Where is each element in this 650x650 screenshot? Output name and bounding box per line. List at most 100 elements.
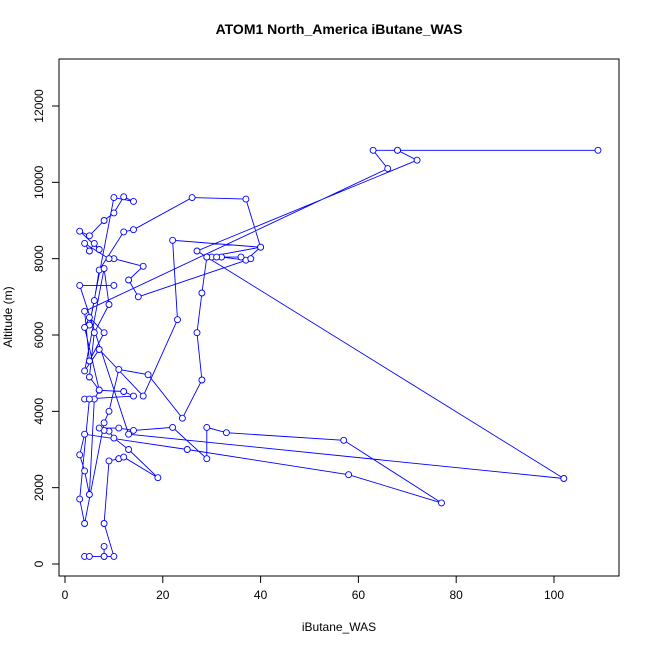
data-point [100, 217, 108, 224]
data-point [125, 430, 133, 438]
data-point [213, 253, 221, 261]
data-point [174, 316, 181, 324]
data-point [81, 323, 89, 331]
data-point [100, 265, 108, 273]
data-point [130, 392, 137, 400]
data-point [105, 407, 113, 415]
data-point [193, 329, 201, 337]
data-point [203, 423, 211, 431]
x-tick-label: 80 [450, 588, 464, 602]
data-point [115, 365, 123, 373]
data-point [81, 239, 89, 247]
data-point [125, 446, 133, 453]
data-point [90, 329, 98, 337]
data-point [203, 455, 211, 463]
y-tick-label: 12000 [32, 89, 46, 123]
data-point [76, 451, 84, 459]
data-point [257, 243, 265, 251]
y-tick-label: 8000 [32, 245, 46, 272]
data-point [81, 520, 89, 527]
data-point [369, 146, 377, 154]
data-point [95, 386, 103, 394]
data-point [100, 542, 108, 550]
data-point [85, 552, 93, 560]
data-point [110, 281, 118, 289]
data-point [95, 246, 103, 253]
data-point [169, 236, 177, 244]
data-point [247, 255, 255, 263]
y-axis-label: Altitude (m) [1, 286, 15, 347]
data-point [105, 457, 113, 465]
data-point [178, 414, 186, 422]
x-tick-label: 20 [156, 588, 170, 602]
data-point [120, 228, 128, 236]
data-point [384, 165, 392, 173]
data-point [183, 446, 191, 453]
data-point [100, 419, 108, 427]
data-point [144, 371, 152, 379]
data-point [76, 227, 84, 235]
x-axis-label: iButane_WAS [302, 620, 376, 634]
data-point [242, 195, 250, 203]
x-axis: 0 20 40 60 80 100 [62, 575, 564, 602]
data-point [413, 156, 421, 164]
data-point [198, 376, 206, 384]
chart-title: ATOM1 North_America iButane_WAS [216, 21, 463, 37]
data-point [198, 289, 206, 297]
data-point [115, 424, 123, 432]
data-point [81, 307, 89, 315]
data-point [95, 424, 103, 432]
x-tick-label: 0 [62, 588, 69, 602]
data-point [120, 193, 128, 201]
data-point [154, 474, 162, 482]
data-point [139, 262, 147, 270]
data-point [81, 367, 89, 375]
data-point [120, 453, 128, 461]
data-point [95, 346, 103, 353]
data-point [85, 247, 93, 255]
y-tick-label: 6000 [32, 321, 46, 348]
data-point [139, 392, 147, 400]
data-point [100, 552, 108, 560]
data-point [438, 499, 445, 507]
data-point [81, 430, 89, 438]
y-tick-label: 10000 [32, 165, 46, 199]
data-point [100, 520, 108, 527]
data-point [394, 146, 401, 154]
x-tick-label: 100 [544, 588, 564, 602]
data-point [130, 197, 137, 205]
data-point [90, 239, 98, 247]
data-point [110, 194, 118, 202]
x-tick-label: 60 [352, 588, 366, 602]
data-point [85, 232, 93, 240]
data-point [81, 467, 89, 475]
y-tick-label: 0 [32, 560, 46, 567]
data-point [130, 226, 137, 234]
data-point [85, 357, 93, 365]
data-point [130, 426, 137, 434]
data-point [85, 491, 93, 498]
data-point [203, 253, 211, 261]
series-layer [76, 146, 602, 560]
data-point [110, 434, 118, 442]
data-point [125, 276, 133, 284]
data-point [594, 146, 602, 154]
data-point [345, 471, 353, 479]
y-tick-label: 4000 [32, 398, 46, 425]
data-point [134, 293, 142, 301]
data-point [222, 429, 230, 437]
data-point [85, 313, 93, 321]
data-point [237, 253, 245, 261]
data-point [110, 209, 118, 217]
data-point [120, 388, 128, 395]
data-point [105, 255, 113, 263]
data-point [76, 281, 84, 289]
y-axis: 0 2000 4000 6000 8000 10000 12000 [32, 89, 60, 567]
data-point [76, 495, 84, 503]
data-point [340, 436, 348, 444]
data-point [560, 475, 568, 482]
data-point [169, 423, 177, 431]
data-point [100, 329, 108, 337]
